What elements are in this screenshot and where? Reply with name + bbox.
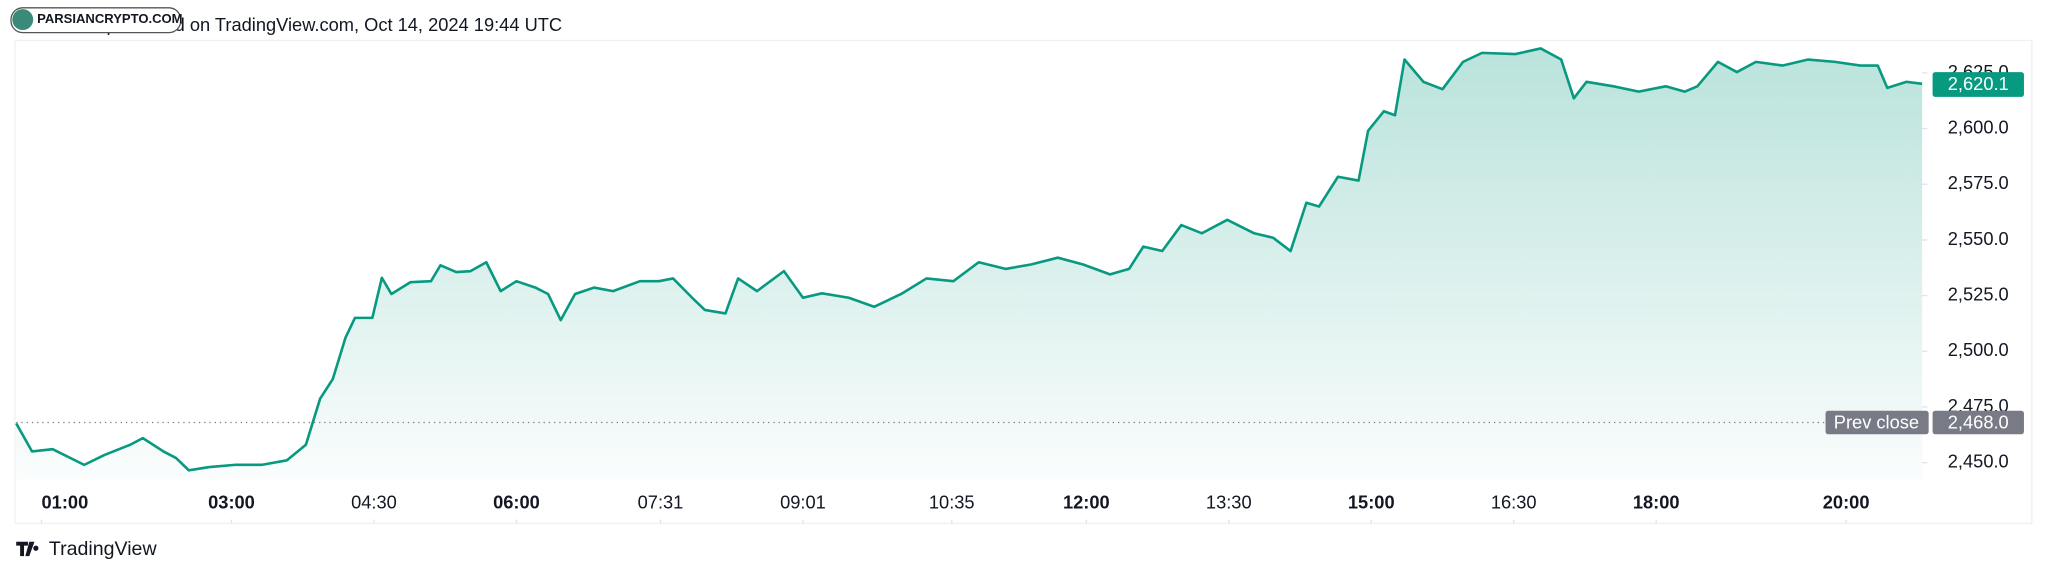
y-tick-label: 2,525.0 [1948,283,2009,304]
x-tick-label: 01:00 [42,492,89,513]
prev-close-tag [1825,410,1929,435]
x-tick-label: 03:00 [208,492,255,513]
plot-frame [14,39,2033,525]
prev-close-label: Prev close [1834,412,1919,433]
y-tick-label: 2,450.0 [1948,450,2009,471]
x-tick-label: 18:00 [1633,492,1680,513]
y-tick-label: 2,550.0 [1948,228,2009,249]
y-tick-label: 2,475.0 [1948,395,2009,416]
x-tick-label: 06:00 [493,492,540,513]
brand: TradingView [16,538,157,560]
prev-close-value: 2,468.0 [1948,412,2009,433]
watermark-icon [12,9,34,31]
prev-close-value-tag [1932,410,2024,435]
brand-logo [16,541,39,557]
watermark: PARSIANCRYPTO.COM [10,7,183,34]
price-line [15,47,1923,472]
x-tick-label: 07:31 [638,492,684,513]
x-tick-label: 13:30 [1206,492,1252,513]
last-price-tag [1932,72,2024,97]
x-tick-label: 09:01 [780,492,826,513]
area-fill [16,48,1923,481]
brand-name: TradingView [49,538,158,560]
y-tick-label: 2,500.0 [1948,339,2009,360]
watermark-badge [10,7,182,34]
y-tick-label: 2,600.0 [1948,116,2009,137]
x-tick-label: 12:00 [1063,492,1110,513]
y-tick-label: 2,575.0 [1948,172,2009,193]
x-tick-label: 20:00 [1823,492,1870,513]
x-tick-label: 15:00 [1348,492,1395,513]
last-price-label: 2,620.1 [1948,73,2009,94]
x-tick-label: 10:35 [929,492,975,513]
watermark-text: PARSIANCRYPTO.COM [37,11,182,26]
x-tick-label: 04:30 [351,492,397,513]
x-tick-label: 16:30 [1491,492,1537,513]
